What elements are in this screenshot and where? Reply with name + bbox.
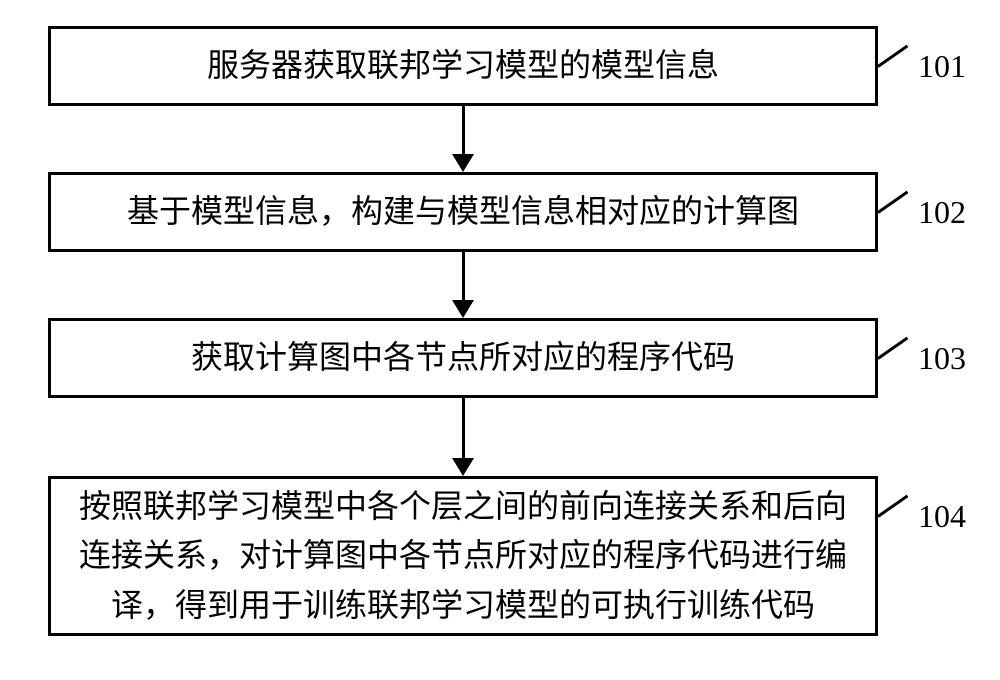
label-tick-3 (877, 336, 908, 359)
step-label-4: 104 (918, 498, 966, 535)
arrow-2-shaft (462, 252, 465, 300)
flow-step-3: 获取计算图中各节点所对应的程序代码 (48, 318, 878, 398)
arrow-2-head (452, 300, 474, 318)
label-tick-2 (877, 190, 908, 213)
flow-step-4: 按照联邦学习模型中各个层之间的前向连接关系和后向 连接关系，对计算图中各节点所对… (48, 476, 878, 636)
step-label-3: 103 (918, 340, 966, 377)
step-label-2: 102 (918, 194, 966, 231)
arrow-3-head (452, 458, 474, 476)
label-tick-4 (877, 494, 908, 517)
step-label-1: 101 (918, 48, 966, 85)
flow-step-1: 服务器获取联邦学习模型的模型信息 (48, 26, 878, 106)
flow-step-3-text: 获取计算图中各节点所对应的程序代码 (191, 333, 735, 383)
flow-step-2-text: 基于模型信息，构建与模型信息相对应的计算图 (127, 187, 799, 237)
label-tick-1 (877, 44, 908, 67)
arrow-1-shaft (462, 106, 465, 154)
arrow-3-shaft (462, 398, 465, 458)
flow-step-1-text: 服务器获取联邦学习模型的模型信息 (207, 41, 719, 91)
flow-step-4-text: 按照联邦学习模型中各个层之间的前向连接关系和后向 连接关系，对计算图中各节点所对… (79, 482, 847, 631)
flow-step-2: 基于模型信息，构建与模型信息相对应的计算图 (48, 172, 878, 252)
flowchart-canvas: 服务器获取联邦学习模型的模型信息 101 基于模型信息，构建与模型信息相对应的计算图… (0, 0, 1000, 680)
arrow-1-head (452, 154, 474, 172)
